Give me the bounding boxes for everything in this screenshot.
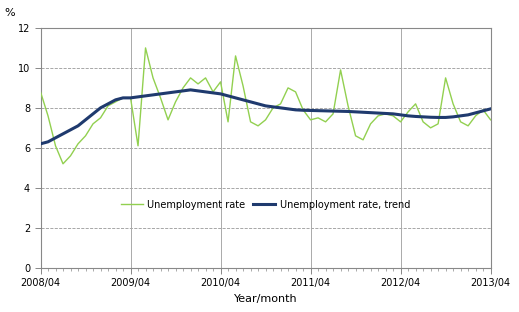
Unemployment rate, trend [285,107,291,111]
Unemployment rate [142,46,148,50]
Unemployment rate [292,90,298,94]
Line: Unemployment rate, trend: Unemployment rate, trend [40,90,490,144]
Unemployment rate, trend [128,96,134,100]
Unemployment rate, trend [435,115,441,119]
Unemployment rate [487,118,494,122]
Unemployment rate, trend [487,107,494,111]
Text: %: % [5,8,15,18]
Unemployment rate [443,76,449,80]
Unemployment rate, trend [37,142,44,146]
Unemployment rate [135,144,141,148]
Unemployment rate [157,96,163,100]
Unemployment rate [322,120,329,124]
Legend: Unemployment rate, Unemployment rate, trend: Unemployment rate, Unemployment rate, tr… [121,200,410,210]
Unemployment rate [60,162,66,166]
Unemployment rate [210,90,216,94]
Unemployment rate, trend [187,88,194,92]
Line: Unemployment rate: Unemployment rate [40,48,490,164]
Unemployment rate, trend [202,90,209,94]
Unemployment rate, trend [142,94,148,98]
X-axis label: Year/month: Year/month [234,294,297,304]
Unemployment rate, trend [315,109,321,113]
Unemployment rate [37,90,44,94]
